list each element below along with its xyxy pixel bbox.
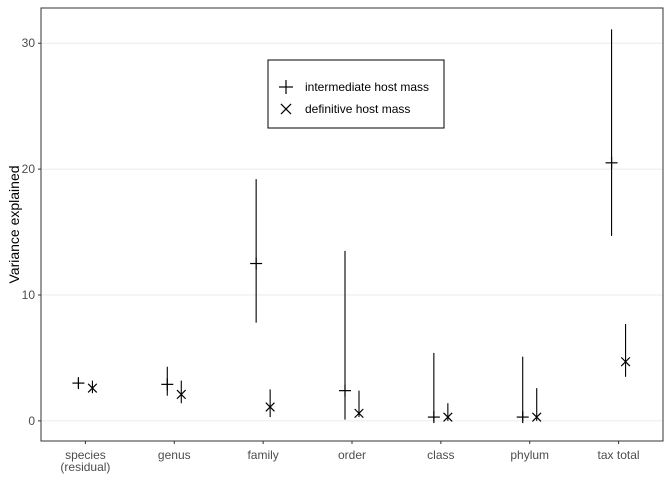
axes: 0 10 20 30 species(residual) genus family order…: [22, 36, 640, 474]
grid-lines: [41, 42, 663, 422]
y-tick-label: 30: [22, 36, 36, 50]
y-tick-label: 20: [22, 162, 36, 176]
y-axis-title: Variance explained: [6, 165, 22, 283]
legend-box: [267, 59, 445, 129]
data-point: [72, 377, 85, 390]
data-point: [250, 257, 263, 270]
legend: intermediate host mass definitive host m…: [267, 59, 445, 129]
data-marks: [72, 29, 631, 424]
legend-label-definitive: definitive host mass: [305, 102, 410, 116]
y-tick-label: 10: [22, 288, 36, 302]
x-tick-label: species: [65, 448, 106, 462]
x-tick-label: order: [338, 448, 366, 462]
x-tick-label: tax total: [598, 448, 640, 462]
data-point: [176, 389, 187, 400]
data-point: [516, 411, 529, 424]
data-point: [265, 402, 275, 412]
x-tick-label: (residual): [60, 460, 110, 474]
data-point: [620, 356, 631, 367]
data-point: [339, 384, 351, 397]
data-point: [443, 412, 453, 422]
x-tick-label: family: [247, 448, 278, 462]
legend-marker: [280, 103, 292, 115]
data-point: [531, 412, 542, 422]
x-tick-label: genus: [158, 448, 191, 462]
x-tick-label: phylum: [510, 448, 549, 462]
y-tick-label: 0: [28, 414, 35, 428]
x-tick-label: class: [427, 448, 454, 462]
data-point: [427, 411, 440, 424]
data-point: [354, 408, 364, 419]
data-point: [87, 383, 98, 393]
legend-key-definitive: [280, 103, 292, 115]
data-point: [605, 156, 618, 169]
legend-marker: [279, 80, 293, 94]
legend-key-intermediate: [279, 80, 293, 94]
data-point: [161, 378, 174, 391]
legend-label-intermediate: intermediate host mass: [305, 80, 429, 94]
